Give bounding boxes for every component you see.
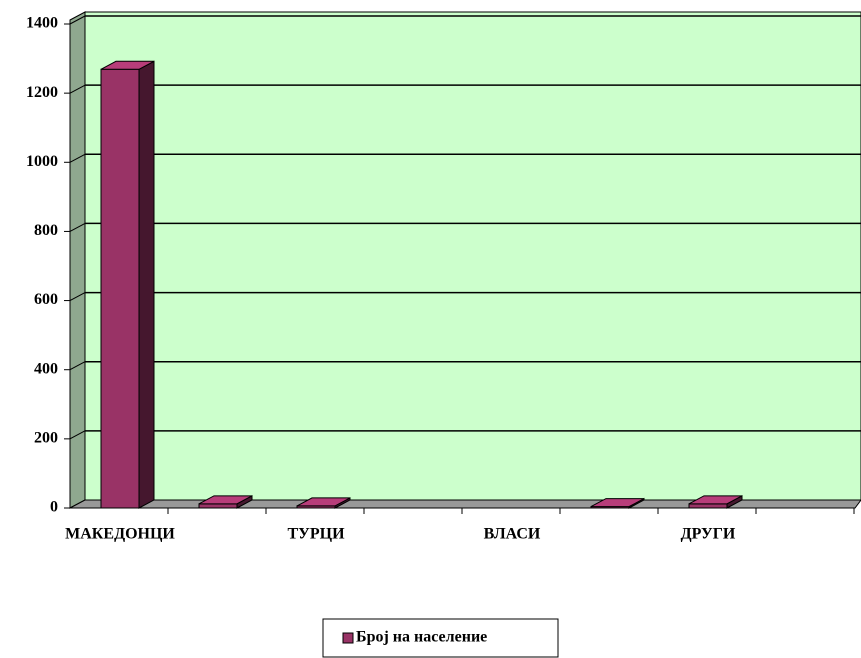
floor (69, 499, 861, 509)
bar (100, 60, 155, 509)
bar (198, 495, 253, 509)
legend (322, 618, 559, 658)
legend-swatch (342, 632, 354, 644)
y-tick-label: 0 (50, 499, 58, 516)
x-tick-label: МАКЕДОНЦИ (65, 526, 175, 543)
bar-front (688, 503, 728, 509)
bar-front (198, 503, 238, 509)
x-tick-label: ВЛАСИ (484, 526, 541, 543)
bar-side (138, 60, 155, 509)
y-tick-label: 1400 (26, 15, 58, 32)
bar-top (688, 495, 743, 505)
bar-top (100, 60, 155, 70)
grid-line-side (69, 292, 86, 302)
grid-line-side (69, 84, 86, 94)
bar-top (198, 495, 253, 505)
y-tick-label: 1200 (26, 84, 58, 101)
bar (296, 497, 351, 509)
bar-top (590, 498, 645, 508)
grid-line-side (69, 153, 86, 163)
grid-line-side (69, 222, 86, 232)
x-tick-label: ДРУГИ (681, 526, 736, 543)
x-tick-label: ТУРЦИ (287, 526, 345, 543)
grid-line-side (69, 430, 86, 440)
y-tick-label: 600 (34, 291, 58, 308)
y-tick-label: 1000 (26, 153, 58, 170)
y-tick-label: 200 (34, 430, 58, 447)
bar (590, 497, 645, 509)
y-tick-label: 400 (34, 360, 58, 377)
grid-line-side (69, 361, 86, 371)
bar-top (296, 497, 351, 507)
bar (688, 495, 743, 509)
grid-line-side (69, 15, 86, 25)
bar-front (100, 68, 140, 509)
legend-label: Број на население (356, 629, 487, 646)
y-tick-label: 800 (34, 222, 58, 239)
